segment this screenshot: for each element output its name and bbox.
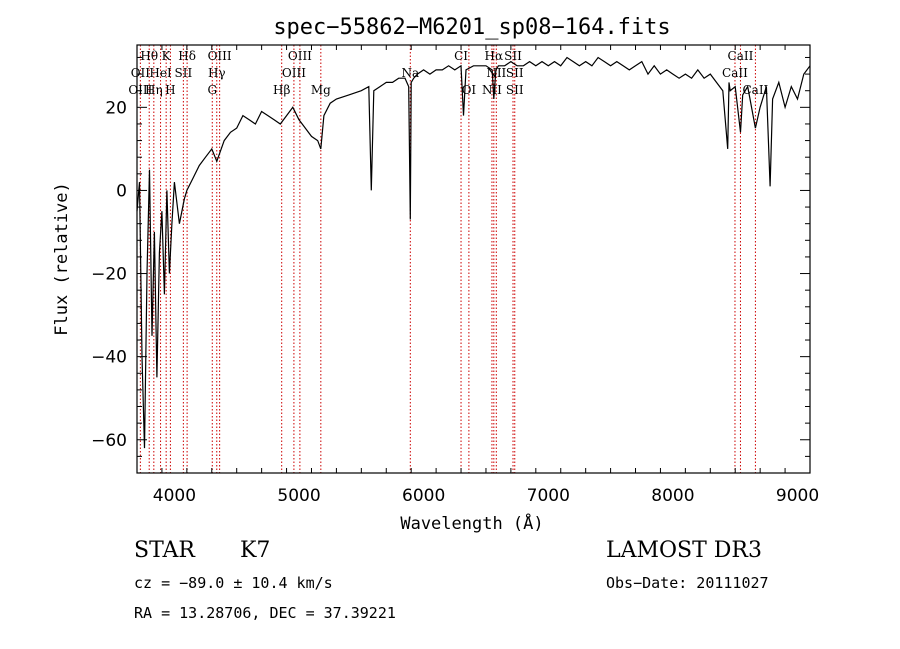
object-subclass: K7: [240, 538, 271, 563]
y-tick-label-4: 20: [105, 98, 127, 118]
x-tick-label-5: 9000: [776, 486, 819, 506]
y-tick-label-0: −60: [91, 431, 127, 451]
line-label-2: Hδ: [178, 49, 196, 63]
line-label-17: CaII: [722, 66, 748, 80]
line-label-23: Mg: [311, 83, 331, 97]
x-tick-label-2: 6000: [402, 486, 445, 506]
line-label-11: SII: [175, 66, 193, 80]
y-tick-label-3: 0: [116, 181, 127, 201]
line-label-4: OIII: [288, 49, 312, 63]
line-label-13: OIII: [282, 66, 306, 80]
line-label-5: CI: [454, 49, 468, 63]
object-class: STAR: [134, 538, 195, 563]
x-tick-label-4: 8000: [651, 486, 694, 506]
line-label-8: CaII: [728, 49, 754, 63]
line-label-9: OII: [131, 66, 151, 80]
line-label-1: K: [162, 49, 172, 63]
line-label-3: OIII: [208, 49, 232, 63]
y-tick-label-2: −20: [91, 265, 127, 285]
line-label-19: Hη: [145, 83, 163, 97]
line-label-6: Hα: [485, 49, 504, 63]
line-label-18: OIII: [128, 83, 152, 97]
redshift-readout: cz = −89.0 ± 10.4 km/s: [134, 574, 333, 592]
line-label-27: CaII: [742, 83, 768, 97]
x-tick-label-3: 7000: [527, 486, 570, 506]
y-tick-label-1: −40: [91, 348, 127, 368]
obs-date: Obs−Date: 20111027: [606, 574, 769, 592]
chart-title: spec−55862−M6201_sp08−164.fits: [273, 15, 670, 40]
y-tick-labels: −60 −40 −20 0 20: [91, 98, 127, 450]
y-axis-label: Flux (relative): [52, 182, 72, 336]
line-label-10: HeI: [149, 66, 172, 80]
line-label-25: NII: [482, 83, 502, 97]
line-label-21: G: [207, 83, 217, 97]
axis-ticks: [136, 45, 811, 474]
line-label-22: Hβ: [273, 83, 290, 97]
x-axis-label: Wavelength (Å): [400, 512, 543, 534]
series-flux-line: [136, 56, 811, 449]
x-tick-label-0: 4000: [153, 486, 196, 506]
line-label-0: Hθ: [140, 49, 158, 63]
line-markers: [139, 45, 756, 473]
x-tick-labels: 4000 5000 6000 7000 8000 9000: [153, 486, 819, 506]
x-tick-label-1: 5000: [277, 486, 320, 506]
plot-frame: [136, 44, 811, 474]
survey-name: LAMOST DR3: [606, 538, 762, 563]
line-label-20: H: [165, 83, 175, 97]
line-label-16: SII: [506, 66, 524, 80]
coordinates: RA = 13.28706, DEC = 37.39221: [134, 604, 396, 622]
line-label-24: OI: [462, 83, 477, 97]
line-label-7: SII: [504, 49, 522, 63]
line-label-12: Hγ: [208, 66, 226, 80]
line-label-26: SII: [506, 83, 524, 97]
